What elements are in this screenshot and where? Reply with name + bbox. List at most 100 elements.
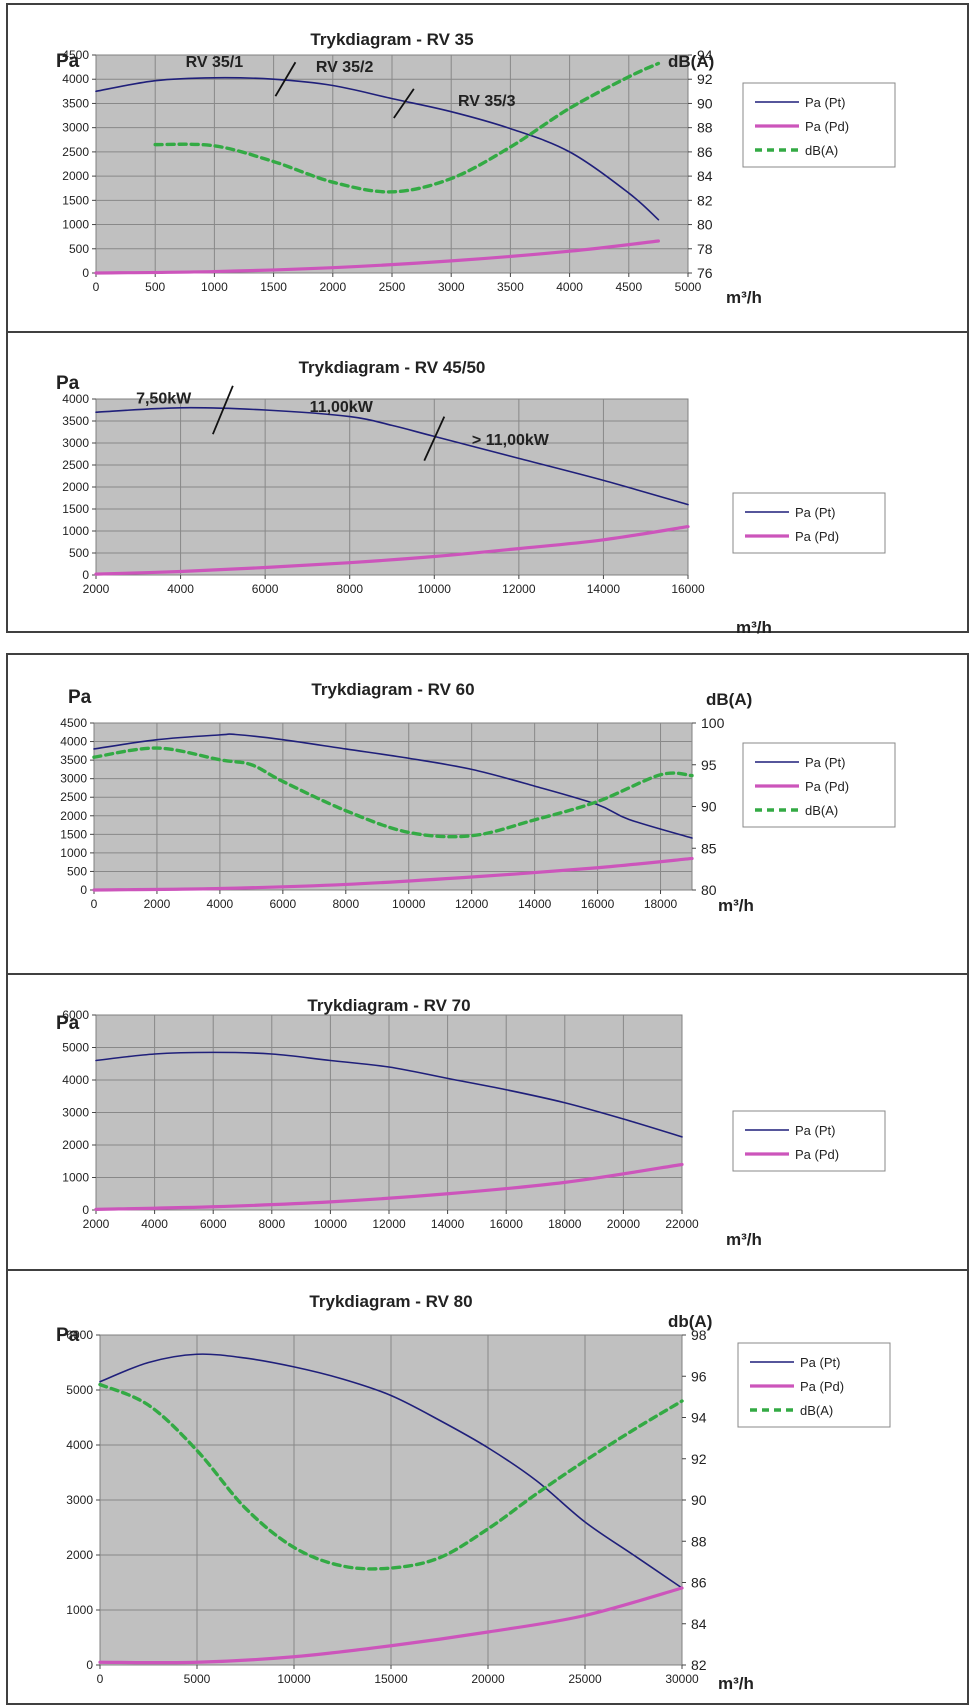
- chart-title: Trykdiagram - RV 35: [310, 30, 473, 49]
- x-tick-label: 5000: [184, 1672, 211, 1686]
- x-tick-label: 20000: [607, 1217, 641, 1231]
- x-axis-label: m³/h: [736, 618, 772, 637]
- y2-axis-label: dB(A): [706, 690, 752, 709]
- y-tick-label: 500: [69, 242, 89, 256]
- chart-panel-rv80: 0 5000 10000 15000 20000 25000 30000 0 1000 2000 3…: [6, 1269, 969, 1705]
- y-tick-label: 2000: [66, 1548, 93, 1562]
- series-line-db-a: [98, 1382, 684, 1571]
- y2-tick-label: 98: [691, 1327, 707, 1343]
- legend-label-db-a: dB(A): [805, 143, 838, 158]
- x-tick-label: 2000: [319, 280, 346, 294]
- y-tick-label: 500: [69, 546, 89, 560]
- x-tick-label: 1000: [201, 280, 228, 294]
- x-tick-label: 5000: [675, 280, 702, 294]
- x-tick-label: 16000: [581, 897, 615, 911]
- x-tick-label: 12000: [455, 897, 489, 911]
- y-axis-label: Pa: [56, 1013, 80, 1034]
- x-tick-label: 0: [91, 897, 98, 911]
- x-tick-label: 16000: [490, 1217, 524, 1231]
- x-tick-label: 12000: [372, 1217, 406, 1231]
- y2-tick-label: 86: [691, 1575, 707, 1591]
- chart-rv60: 0 2000 4000 6000 8000 10000 12000 14000 16000 180…: [60, 680, 896, 915]
- chart-panel-rv70: 2000 4000 6000 8000 10000 12000 14000 16000 1800…: [6, 973, 969, 1271]
- x-tick-label: 10000: [418, 582, 452, 596]
- y-tick-label: 0: [86, 1658, 93, 1672]
- chart-panel-rv60: 0 2000 4000 6000 8000 10000 12000 14000 16000 180…: [6, 653, 969, 975]
- x-tick-label: 10000: [314, 1217, 348, 1231]
- y-tick-label: 1500: [60, 827, 87, 841]
- y-axis-label: Pa: [68, 687, 92, 708]
- chart-rv45-50: 2000 4000 6000 8000 10000 12000 14000 16000 0 500…: [56, 358, 886, 637]
- segment-divider: [423, 416, 446, 461]
- segment-divider: [274, 61, 297, 97]
- x-tick-label: 2000: [83, 582, 110, 596]
- y2-tick-label: 80: [701, 882, 717, 898]
- x-tick-label: 4000: [141, 1217, 168, 1231]
- x-tick-label: 2000: [144, 897, 171, 911]
- x-tick-label: 10000: [392, 897, 426, 911]
- chart-panel-rv35: 0 500 1000 1500 2000 2500 3000 3500 4000 4500 5000…: [6, 3, 969, 333]
- y-tick-label: 2000: [62, 480, 89, 494]
- legend-label-pa-pt: Pa (Pt): [805, 95, 845, 110]
- y-tick-label: 2500: [62, 145, 89, 159]
- y-tick-label: 4000: [62, 72, 89, 86]
- x-tick-label: 4500: [615, 280, 642, 294]
- y-tick-label: 3000: [62, 436, 89, 450]
- y2-tick-label: 88: [691, 1533, 707, 1549]
- x-tick-label: 4000: [207, 897, 234, 911]
- series-line-pa-pd: [94, 239, 660, 275]
- y2-tick-label: 84: [697, 168, 713, 184]
- y2-tick-label: 92: [697, 71, 713, 87]
- x-tick-label: 0: [93, 280, 100, 294]
- legend-label-pa-pt: Pa (Pt): [805, 755, 845, 770]
- annotation-label: > 11,00kW: [472, 432, 550, 449]
- chart-rv80: 0 5000 10000 15000 20000 25000 30000 0 1000 2000 3…: [56, 1292, 891, 1693]
- annotation-label: RV 35/1: [186, 54, 244, 71]
- y2-tick-label: 95: [701, 757, 717, 773]
- y-tick-label: 3000: [62, 121, 89, 135]
- series-line-pa-pt: [95, 76, 660, 221]
- legend-label-pa-pd: Pa (Pd): [805, 119, 849, 134]
- segment-divider: [212, 385, 234, 435]
- x-tick-label: 4000: [556, 280, 583, 294]
- y-tick-label: 1500: [62, 193, 89, 207]
- x-tick-label: 8000: [336, 582, 363, 596]
- x-tick-label: 16000: [671, 582, 705, 596]
- x-tick-label: 20000: [471, 1672, 505, 1686]
- annotation-label: RV 35/3: [458, 93, 516, 110]
- x-tick-label: 8000: [258, 1217, 285, 1231]
- y-tick-label: 2500: [62, 458, 89, 472]
- x-axis-label: m³/h: [726, 288, 762, 307]
- x-tick-label: 6000: [200, 1217, 227, 1231]
- y-tick-label: 0: [80, 883, 87, 897]
- legend-label-pa-pt: Pa (Pt): [800, 1355, 840, 1370]
- y2-tick-label: 84: [691, 1616, 707, 1632]
- series-line-pa-pt: [99, 1353, 683, 1589]
- legend-box: [732, 492, 886, 554]
- legend-label-db-a: dB(A): [805, 803, 838, 818]
- y-tick-label: 3000: [62, 1106, 89, 1120]
- series-line-db-a: [92, 746, 694, 839]
- chart-title: Trykdiagram - RV 60: [311, 680, 474, 699]
- x-tick-label: 6000: [252, 582, 279, 596]
- y2-tick-label: 90: [697, 95, 713, 111]
- y2-tick-label: 94: [697, 47, 713, 63]
- y-tick-label: 1000: [60, 846, 87, 860]
- legend-label-pa-pd: Pa (Pd): [795, 529, 839, 544]
- y2-tick-label: 76: [697, 265, 713, 281]
- y-axis-label: Pa: [56, 373, 80, 394]
- series-line-pa-pd: [92, 856, 694, 892]
- y-tick-label: 0: [82, 568, 89, 582]
- legend-label-db-a: dB(A): [800, 1403, 833, 1418]
- series-line-pa-pd: [94, 525, 690, 576]
- y-tick-label: 4000: [62, 1073, 89, 1087]
- y-axis-label: Pa: [56, 51, 80, 72]
- x-tick-label: 1500: [260, 280, 287, 294]
- x-tick-label: 15000: [374, 1672, 408, 1686]
- y-tick-label: 6000: [62, 1008, 89, 1022]
- legend-label-pa-pd: Pa (Pd): [805, 779, 849, 794]
- x-tick-label: 14000: [518, 897, 552, 911]
- y-tick-label: 2500: [60, 790, 87, 804]
- y2-tick-label: 90: [691, 1492, 707, 1508]
- y-tick-label: 2000: [62, 1138, 89, 1152]
